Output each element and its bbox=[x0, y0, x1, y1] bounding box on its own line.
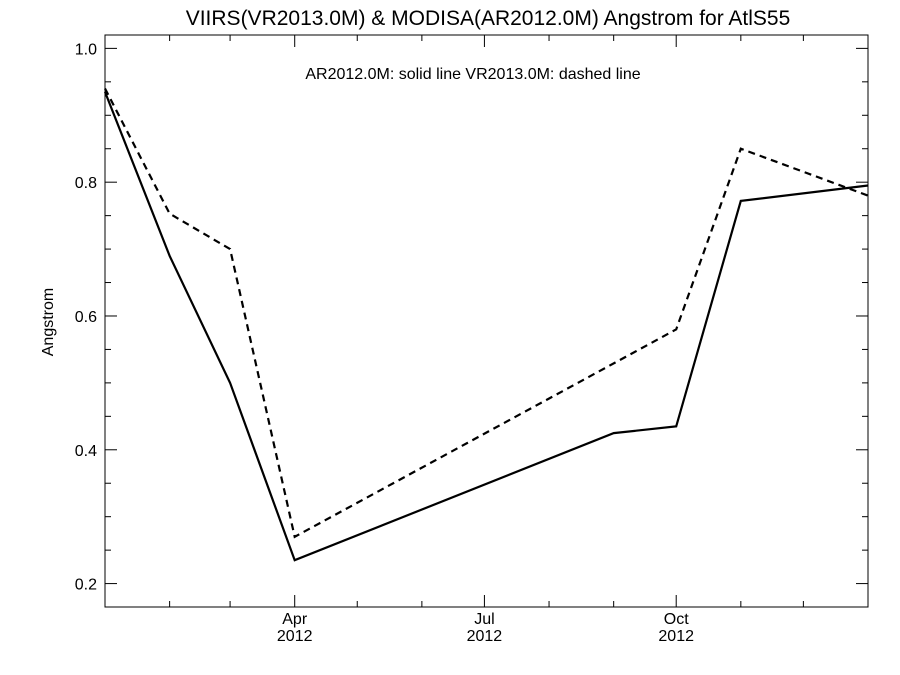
series-line-ar2012-solid bbox=[103, 91, 869, 562]
x-tick-year-label: 2012 bbox=[658, 628, 694, 645]
chart-title: VIIRS(VR2013.0M) & MODISA(AR2012.0M) Ang… bbox=[186, 7, 791, 30]
x-tick-month-label: Apr bbox=[282, 611, 308, 628]
y-tick-label: 0.2 bbox=[75, 577, 97, 594]
series-line-vr2013-dashed bbox=[104, 87, 869, 539]
legend-annotation: AR2012.0M: solid line VR2013.0M: dashed … bbox=[305, 66, 640, 83]
y-axis-label: Angstrom bbox=[40, 288, 57, 356]
y-tick-label: 0.8 bbox=[75, 175, 97, 192]
x-tick-month-label: Jul bbox=[474, 611, 494, 628]
y-tick-label: 1.0 bbox=[75, 41, 97, 58]
data-series bbox=[103, 87, 869, 562]
x-tick-month-label: Oct bbox=[664, 611, 689, 628]
y-tick-label: 0.4 bbox=[75, 443, 97, 460]
y-tick-label: 0.6 bbox=[75, 309, 97, 326]
plot-frame bbox=[104, 34, 869, 608]
x-tick-year-label: 2012 bbox=[277, 628, 313, 645]
x-tick-year-label: 2012 bbox=[467, 628, 503, 645]
